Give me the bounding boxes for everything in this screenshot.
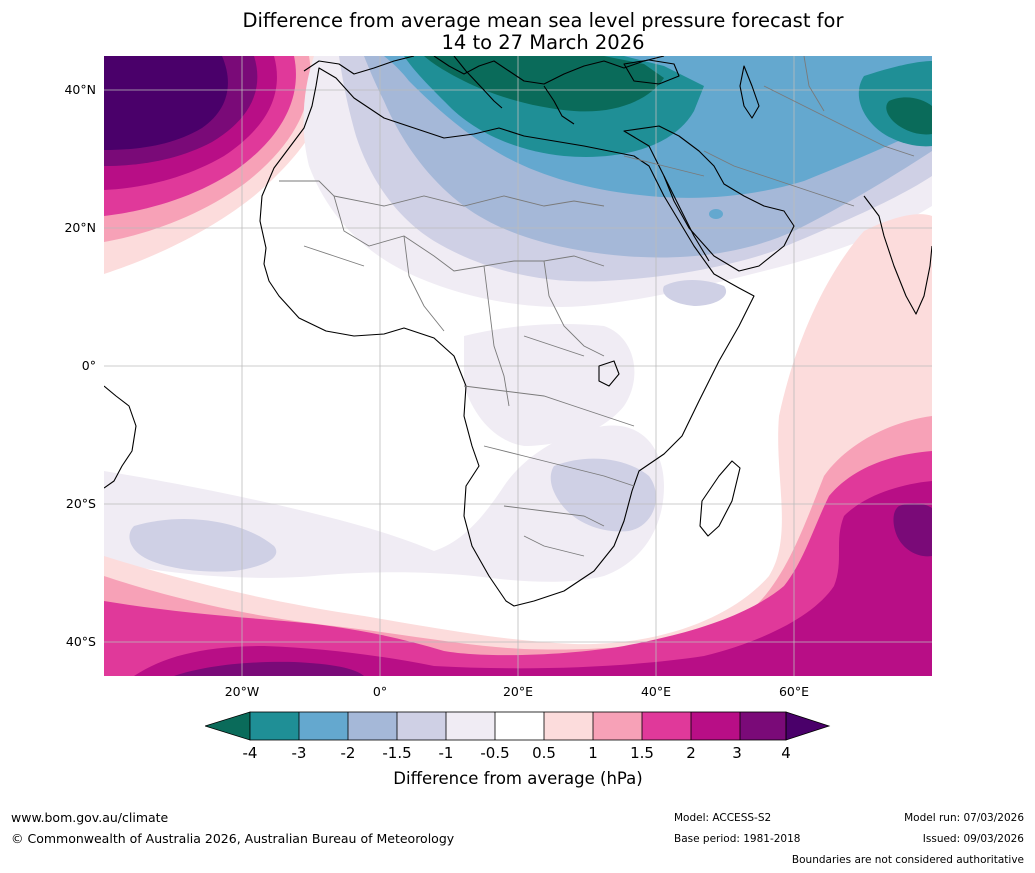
south-high-contours <box>104 214 932 676</box>
contour-band-p3_4 <box>174 661 364 676</box>
colorbar-bin <box>642 712 691 740</box>
map-line <box>663 175 710 262</box>
map-line <box>543 85 575 125</box>
colorbar-tick: 4 <box>781 744 791 762</box>
colorbar-bin <box>348 712 397 740</box>
contour-band-lt_m4 <box>886 97 932 135</box>
contour-band-m15_m1 <box>663 280 727 306</box>
map-line <box>523 535 585 557</box>
map-line <box>503 505 605 527</box>
colorbar-tick: 2 <box>686 744 696 762</box>
lat-label-40S: 40°S <box>65 634 96 649</box>
colorbar-bin <box>691 712 740 740</box>
colorbar-tick: -3 <box>291 744 307 762</box>
map-line <box>703 150 855 207</box>
south-low-contours <box>104 280 727 582</box>
lat-label-20S: 20°S <box>65 496 96 511</box>
footer-model-run: Model run: 07/03/2026 <box>904 812 1024 824</box>
map-line <box>598 360 620 387</box>
map-line <box>523 335 585 357</box>
colorbar-bin <box>397 712 446 740</box>
colorbar-tick: 0.5 <box>532 744 556 762</box>
south-america-coastline <box>104 385 137 489</box>
map-line <box>453 56 503 109</box>
colorbar-bin <box>446 712 495 740</box>
madagascar-coastline <box>699 460 741 537</box>
title-line-1: Difference from average mean sea level p… <box>242 9 844 32</box>
lon-label-40E: 40°E <box>640 684 672 699</box>
contour-band-p2_3 <box>134 481 932 676</box>
lon-label-60E: 60°E <box>778 684 810 699</box>
lon-label-0: 0° <box>372 684 388 699</box>
contour-band-m3_m2 <box>709 209 723 219</box>
india-coastline <box>863 195 932 315</box>
colorbar-bin <box>299 712 348 740</box>
title-line-2: 14 to 27 March 2026 <box>441 31 645 54</box>
colorbar-bin <box>593 712 642 740</box>
lat-label-0: 0° <box>81 358 96 373</box>
colorbar-tick: -1 <box>438 744 454 762</box>
colorbar-tick: 1 <box>588 744 598 762</box>
contour-band-m1_m05 <box>464 324 635 446</box>
footer-copyright: © Commonwealth of Australia 2026, Austra… <box>11 831 455 846</box>
footer-issued: Issued: 09/03/2026 <box>922 833 1024 845</box>
map-line <box>543 260 605 357</box>
map-line <box>739 65 760 119</box>
map-line <box>483 445 635 487</box>
lat-label-40N: 40°N <box>64 82 96 97</box>
contour-band-m15_m1 <box>129 518 277 572</box>
colorbar <box>205 711 831 741</box>
map-line <box>623 155 705 177</box>
colorbar-tick: -1.5 <box>382 744 412 762</box>
footer-boundaries: Boundaries are not considered authoritat… <box>791 854 1024 866</box>
colorbar-title: Difference from average (hPa) <box>393 769 643 788</box>
colorbar-tick: -0.5 <box>480 744 510 762</box>
map-line <box>463 385 635 427</box>
lon-label-20W: 20°W <box>224 684 260 699</box>
colorbar-tick: 3 <box>732 744 742 762</box>
map-line <box>803 56 825 112</box>
contour-band-gt_4 <box>104 56 228 150</box>
contour-band-p15_2 <box>104 451 932 676</box>
contour-band-p3_4 <box>893 503 932 557</box>
colorbar-tick: -4 <box>242 744 258 762</box>
lat-label-20N: 20°N <box>64 220 96 235</box>
north-low-contours <box>303 56 932 307</box>
colorbar-bin <box>544 712 593 740</box>
map-line <box>763 85 915 157</box>
footer-website: www.bom.gov.au/climate <box>11 810 169 825</box>
footer-model: Model: ACCESS-S2 <box>674 812 772 824</box>
map-line <box>333 195 605 207</box>
map-line <box>403 235 445 332</box>
colorbar-tick: -2 <box>340 744 356 762</box>
contour-band-m15_m1 <box>550 458 657 532</box>
lon-label-20E: 20°E <box>502 684 534 699</box>
coastlines <box>104 56 932 607</box>
colorbar-bin <box>495 712 544 740</box>
colorbar-extend-high <box>785 711 831 741</box>
map-line <box>483 265 510 407</box>
map-line <box>303 245 365 267</box>
north-atlantic-high-contours <box>104 56 331 274</box>
country-boundaries <box>279 56 915 557</box>
colorbar-bin <box>740 712 786 740</box>
africa-coastline <box>259 67 755 607</box>
pressure-anomaly-map <box>104 56 932 676</box>
map-title: Difference from average mean sea level p… <box>105 10 981 54</box>
map-line <box>623 59 680 85</box>
colorbar-tick: 1.5 <box>630 744 654 762</box>
arabia-coastline <box>623 125 795 272</box>
colorbar-extend-low <box>205 711 251 741</box>
colorbar-bin <box>250 712 299 740</box>
europe-coastline <box>303 56 665 85</box>
footer-base-period: Base period: 1981-2018 <box>674 833 801 845</box>
